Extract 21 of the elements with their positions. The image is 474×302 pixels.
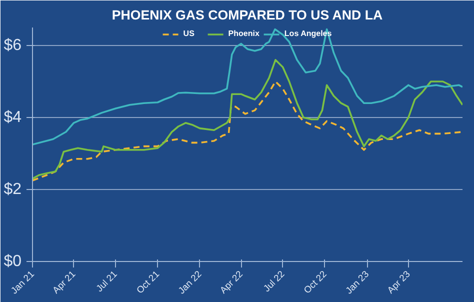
chart-title: PHOENIX GAS COMPARED TO US AND LA — [112, 8, 384, 22]
x-tick-label: Apr 21 — [50, 268, 78, 296]
legend-label: Phoenix — [228, 29, 260, 38]
y-tick-label: $2 — [4, 181, 22, 198]
legend-label: US — [183, 29, 196, 38]
legend-label: Los Angeles — [284, 29, 332, 38]
x-tick-label: Apr 22 — [218, 268, 245, 296]
x-tick-label: Oct 21 — [134, 268, 162, 296]
line-series — [32, 28, 462, 146]
x-tick-label: Jul 21 — [94, 268, 120, 294]
y-tick-label: $0 — [4, 253, 22, 270]
x-tick-label: Jul 22 — [262, 268, 286, 294]
line-series — [32, 80, 462, 182]
y-tick-label: $6 — [4, 37, 22, 54]
x-tick-label: Jan 21 — [9, 268, 36, 296]
y-tick-label: $4 — [4, 109, 22, 126]
x-tick-label: Jan 23 — [344, 268, 371, 296]
x-tick-label: Oct 22 — [302, 268, 329, 296]
line-series — [32, 59, 462, 180]
x-tick-label: Apr 23 — [385, 268, 412, 296]
x-tick-label: Jan 22 — [176, 268, 204, 296]
